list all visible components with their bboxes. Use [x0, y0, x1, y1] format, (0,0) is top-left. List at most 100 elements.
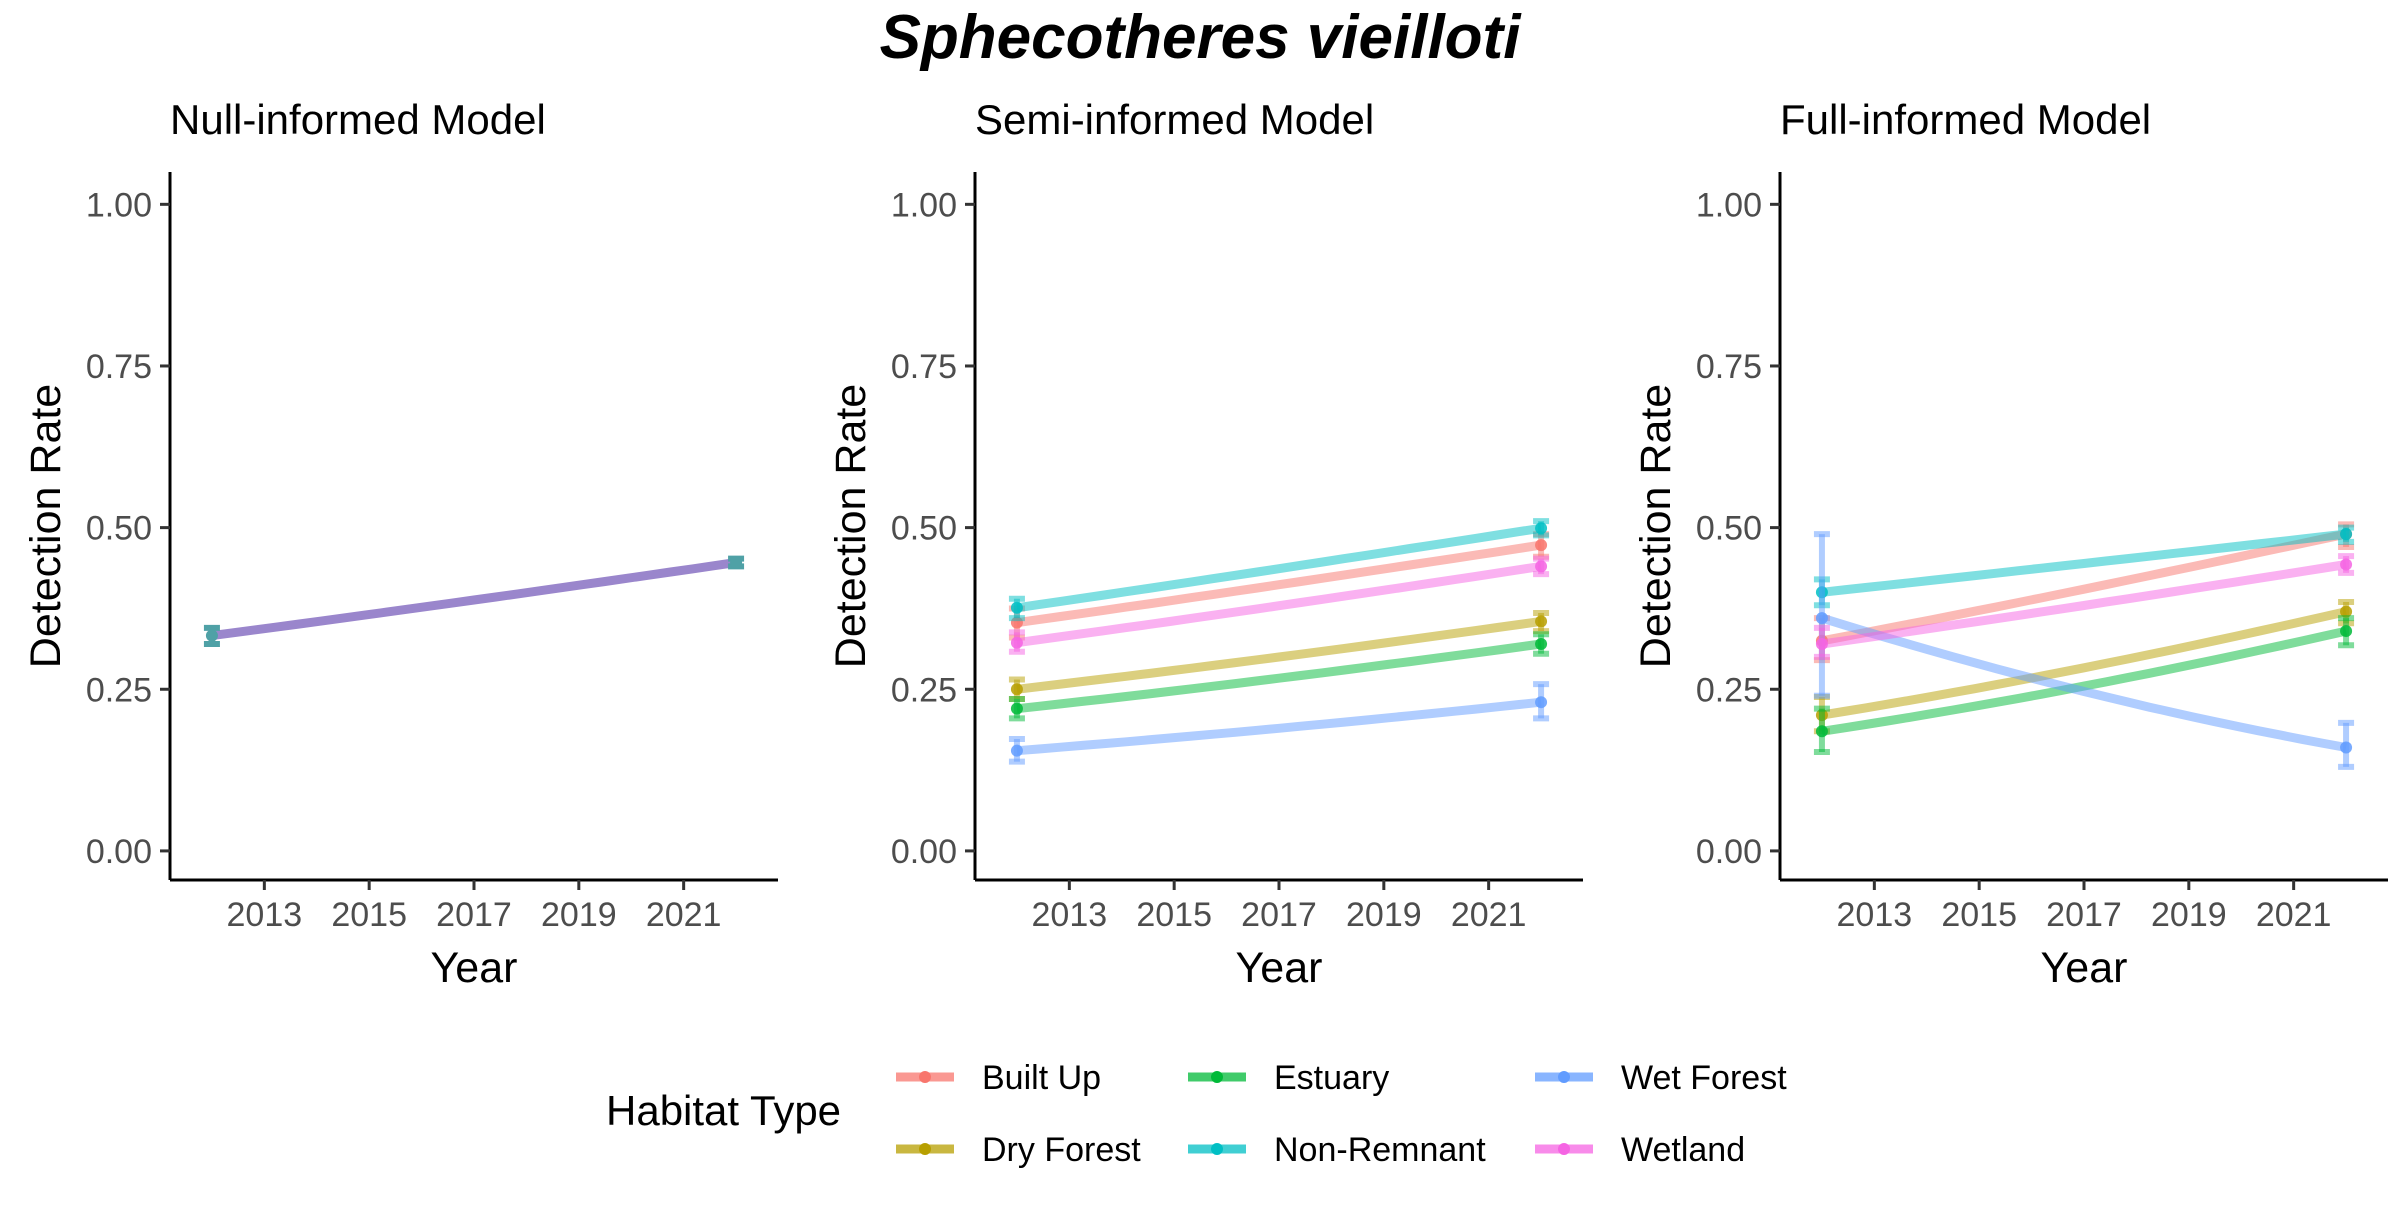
y-axis-title: Detection Rate	[827, 384, 875, 668]
data-point	[2340, 528, 2353, 541]
data-point	[1815, 612, 1828, 625]
x-tick-label: 2019	[2151, 896, 2227, 934]
y-tick-label: 0.25	[86, 671, 152, 709]
data-point	[1010, 636, 1023, 649]
series-line	[1016, 697, 1542, 756]
series-line	[1016, 616, 1542, 694]
y-tick-label: 1.00	[1696, 186, 1762, 224]
data-point	[1010, 683, 1023, 696]
series-model	[203, 555, 745, 647]
series-line	[211, 558, 737, 641]
series-estuary	[1008, 631, 1550, 722]
y-tick-label: 0.50	[1696, 510, 1762, 548]
y-tick-label: 0.75	[891, 348, 957, 386]
x-tick-label: 2021	[2256, 896, 2332, 934]
data-point	[730, 556, 743, 569]
y-tick-label: 0.75	[86, 348, 152, 386]
legend-label: Built Up	[982, 1059, 1101, 1097]
panel-null-informed-model: Null-informed Model 0.00 0.25 0.50 0.75 1.00 2…	[22, 96, 778, 992]
x-tick-label: 2017	[436, 896, 512, 934]
y-axis-title: Detection Rate	[1632, 384, 1680, 668]
legend-label: Estuary	[1274, 1059, 1389, 1097]
legend-swatch-point	[919, 1071, 931, 1083]
data-point	[1535, 696, 1548, 709]
series-line	[1820, 613, 2347, 752]
data-point	[1535, 560, 1548, 573]
x-tick-label: 2017	[2046, 896, 2122, 934]
legend-swatch-point	[1211, 1143, 1223, 1155]
data-point	[205, 629, 218, 642]
data-point	[1535, 522, 1548, 535]
legend-item-estuary: Estuary	[1188, 1059, 1389, 1097]
x-tick-label: 2013	[1837, 896, 1913, 934]
x-tick-label: 2013	[1032, 896, 1108, 934]
legend-label: Dry Forest	[982, 1131, 1141, 1169]
x-tick-label: 2017	[1241, 896, 1317, 934]
series-wetland	[1813, 553, 2355, 660]
y-tick-label: 0.00	[1696, 833, 1762, 871]
series-estuary	[1813, 615, 2355, 755]
panel-title: Full-informed Model	[1780, 96, 2151, 143]
series-wetland	[1008, 555, 1550, 655]
data-point	[1535, 638, 1548, 650]
legend-item-dry-forest: Dry Forest	[896, 1131, 1141, 1169]
panel-full-informed-model: Full-informed Model 0.00 0.25 0.50 0.75 1.00 2…	[1632, 96, 2388, 992]
panel-title: Semi-informed Model	[975, 96, 1374, 143]
y-axis-title: Detection Rate	[22, 384, 70, 668]
series-line	[1821, 529, 2347, 597]
y-tick-label: 0.50	[891, 510, 957, 548]
data-point	[1815, 725, 1828, 738]
legend-swatch-point	[919, 1143, 931, 1155]
series-line	[1821, 529, 2348, 646]
x-axis-title: Year	[1236, 944, 1323, 992]
series-line	[1821, 560, 2347, 649]
series-wet-forest	[1008, 681, 1550, 765]
legend-swatch-point	[1558, 1071, 1570, 1083]
y-tick-label: 0.75	[1696, 348, 1762, 386]
legend-swatch-point	[1211, 1071, 1223, 1083]
data-point	[1535, 539, 1548, 552]
legend-title: Habitat Type	[606, 1087, 841, 1134]
y-tick-label: 1.00	[86, 186, 152, 224]
x-tick-label: 2019	[1346, 896, 1422, 934]
x-axis-title: Year	[2041, 944, 2128, 992]
data-point	[1010, 601, 1023, 614]
x-tick-label: 2015	[1136, 896, 1212, 934]
series-non-remnant	[1008, 518, 1550, 622]
series-dry-forest	[1813, 598, 2355, 735]
y-tick-label: 0.00	[86, 833, 152, 871]
x-tick-label: 2019	[541, 896, 617, 934]
data-point	[1010, 702, 1023, 715]
x-tick-label: 2013	[227, 896, 303, 934]
series-line	[1821, 626, 2348, 736]
y-tick-label: 0.25	[1696, 671, 1762, 709]
data-point	[2340, 625, 2353, 638]
x-tick-label: 2021	[646, 896, 722, 934]
chart-title: Sphecotheres vieilloti	[880, 3, 1523, 72]
y-tick-label: 0.50	[86, 510, 152, 548]
y-tick-label: 0.00	[891, 833, 957, 871]
series-line	[1016, 639, 1542, 714]
legend-label: Wet Forest	[1621, 1059, 1787, 1097]
series-line	[1016, 523, 1542, 613]
x-tick-label: 2015	[331, 896, 407, 934]
panel-semi-informed-model: Semi-informed Model 0.00 0.25 0.50 0.75 1.00 2…	[827, 96, 1583, 992]
data-point	[1815, 638, 1828, 650]
panel-title: Null-informed Model	[170, 96, 546, 143]
series-line	[1821, 607, 2348, 720]
data-point	[1535, 615, 1548, 628]
y-tick-label: 0.25	[891, 671, 957, 709]
y-tick-label: 1.00	[891, 186, 957, 224]
legend-label: Wetland	[1621, 1131, 1745, 1169]
data-point	[2340, 741, 2353, 754]
legend-item-built-up: Built Up	[896, 1059, 1101, 1097]
chart-legend: Habitat Type Built Up Dry Forest Estuary No…	[606, 1059, 1787, 1169]
legend-swatch-point	[1558, 1143, 1570, 1155]
x-tick-label: 2021	[1451, 896, 1527, 934]
data-point	[2340, 605, 2353, 618]
series-built-up	[1008, 531, 1550, 641]
series-line	[1016, 561, 1542, 648]
chart-panels: Null-informed Model 0.00 0.25 0.50 0.75 1.00 2…	[22, 96, 2388, 992]
